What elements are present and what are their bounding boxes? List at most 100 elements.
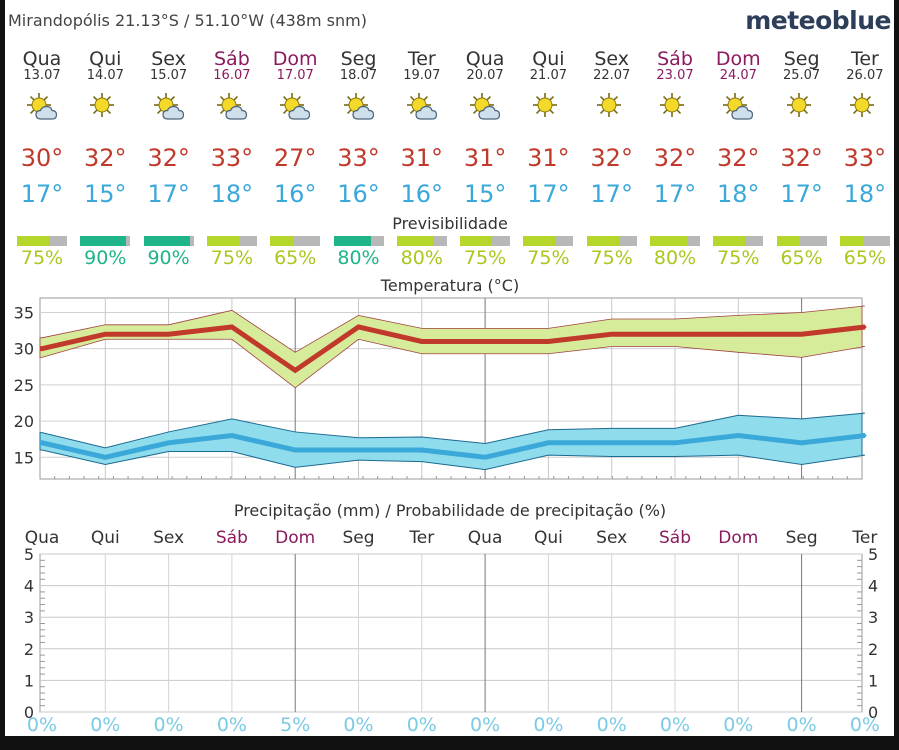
- precip-y-tick-left: 2: [24, 640, 34, 659]
- precip-y-tick-left: 1: [24, 671, 34, 690]
- predictability-rest: [126, 236, 131, 246]
- precip-probability: 0%: [533, 714, 564, 736]
- sun-icon: [786, 93, 811, 117]
- predictability-rest: [862, 236, 890, 246]
- min-temp-point: [673, 441, 677, 445]
- max-temp-point: [673, 332, 677, 336]
- precip-day-label: Seg: [785, 528, 818, 548]
- temp-y-tick: 15: [14, 448, 34, 467]
- precip-probability: 0%: [153, 714, 184, 736]
- sun-icon: [660, 93, 684, 117]
- sun-icon: [90, 93, 115, 117]
- day-name: Sáb: [214, 48, 250, 70]
- day-date: 15.07: [149, 68, 188, 83]
- predictability-fill: [650, 236, 687, 246]
- predictability-percent: 65%: [843, 247, 886, 269]
- predictability-percent: 90%: [147, 247, 190, 269]
- day-name: Sáb: [657, 48, 693, 70]
- precip-probability: 0%: [406, 714, 437, 736]
- max-temp: 31°: [463, 144, 507, 172]
- sun-cloud-icon: [723, 93, 754, 120]
- day-name: Ter: [850, 48, 879, 70]
- max-temp-point: [167, 332, 171, 336]
- predictability-fill: [206, 236, 239, 246]
- predictability-percent: 75%: [527, 247, 570, 269]
- min-temp-point: [610, 441, 614, 445]
- min-temp: 18°: [717, 180, 760, 208]
- predictability-fill: [776, 236, 800, 246]
- max-temp-point: [800, 332, 804, 336]
- day-date: 14.07: [86, 68, 124, 83]
- max-temp-point: [736, 332, 740, 336]
- day-date: 18.07: [339, 68, 378, 83]
- day-date: 25.07: [782, 68, 821, 83]
- day-name: Seg: [783, 48, 820, 70]
- predictability-percent: 75%: [20, 247, 64, 269]
- predictability-rest: [238, 236, 257, 246]
- min-temp: 17°: [147, 180, 190, 208]
- predictability-bar: [713, 236, 764, 246]
- precip-plot-area: [39, 553, 863, 713]
- min-temp-point: [863, 434, 867, 438]
- sun-icon: [849, 93, 874, 117]
- predictability-rest: [745, 236, 764, 246]
- min-temp-line: [40, 433, 866, 460]
- predictability-bar: [523, 236, 574, 246]
- predictability-fill: [80, 236, 127, 246]
- predictability-bar: [460, 236, 511, 246]
- max-temp: 33°: [843, 144, 887, 172]
- max-temp: 32°: [590, 144, 633, 172]
- day-date: 22.07: [593, 68, 631, 83]
- precip-y-tick-right: 1: [868, 671, 878, 690]
- predictability-rest: [189, 236, 194, 246]
- predictability-fill: [839, 236, 863, 246]
- max-temp-point: [230, 325, 234, 329]
- window-frame-right: [894, 0, 899, 750]
- max-temp-line: [40, 324, 866, 374]
- precip-y-tick-left: 0: [24, 703, 34, 722]
- predictability-percent: 65%: [274, 247, 317, 269]
- day-date: 26.07: [846, 68, 884, 83]
- max-temp-point: [483, 339, 487, 343]
- precip-day-label: Ter: [409, 528, 435, 548]
- temp-y-tick: 30: [14, 340, 34, 359]
- min-temp: 17°: [20, 180, 64, 208]
- predictability-rest: [618, 236, 637, 246]
- day-name: Sex: [594, 48, 630, 70]
- meteoblue-logo[interactable]: meteoblue: [745, 6, 891, 35]
- max-temp-range-band: [39, 305, 865, 389]
- precip-day-label: Qui: [533, 528, 563, 548]
- predictability-rest: [492, 236, 511, 246]
- max-temp: 32°: [780, 144, 823, 172]
- min-temp-point: [103, 455, 107, 459]
- precip-y-tick-left: 4: [24, 577, 34, 596]
- predictability-fill: [713, 236, 746, 246]
- predictability-fill: [396, 236, 434, 246]
- predictability-fill: [17, 236, 49, 246]
- precip-day-label: Qua: [467, 528, 503, 548]
- predictability-percent: 75%: [717, 247, 760, 269]
- precip-y-tick-right: 3: [868, 608, 878, 627]
- min-temp-point: [167, 441, 171, 445]
- precip-day-label: Seg: [342, 528, 375, 548]
- day-date: 21.07: [529, 68, 567, 83]
- window-frame-bottom: [0, 736, 899, 750]
- min-temp-point: [293, 448, 297, 452]
- window-frame-left: [0, 0, 5, 750]
- predictability-rest: [433, 236, 447, 246]
- precip-day-label: Sáb: [215, 528, 248, 548]
- day-name: Dom: [272, 48, 318, 70]
- max-temp: 30°: [20, 144, 64, 172]
- predictability-percent: 80%: [337, 247, 380, 269]
- precip-probability: 0%: [659, 714, 691, 736]
- precip-day-label: Dom: [275, 528, 316, 548]
- precip-day-label: Sex: [153, 528, 185, 548]
- min-temp: 15°: [463, 180, 507, 208]
- precipitation-title: Precipitação (mm) / Probabilidade de pre…: [233, 501, 667, 520]
- predictability-percent: 75%: [210, 247, 253, 269]
- day-date: 17.07: [276, 68, 314, 83]
- precip-day-label: Sex: [596, 528, 628, 548]
- precip-day-label: Qua: [24, 528, 60, 548]
- precip-day-label: Dom: [718, 528, 759, 548]
- predictability-bar: [80, 236, 131, 246]
